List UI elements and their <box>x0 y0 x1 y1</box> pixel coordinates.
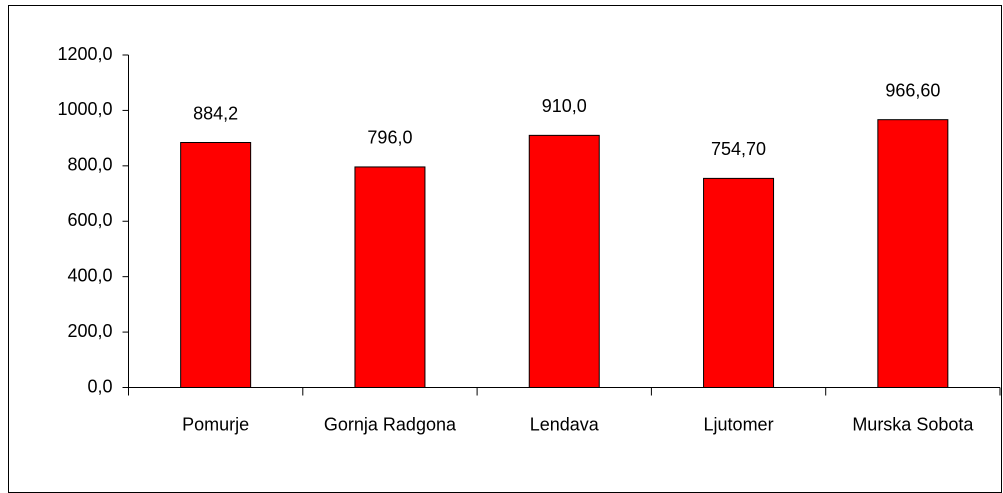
data-label: 910,0 <box>542 96 587 116</box>
bar <box>354 166 426 388</box>
x-tick-label: Gornja Radgona <box>324 414 457 434</box>
x-tick-label: Ljutomer <box>704 414 774 434</box>
x-tick-label: Pomurje <box>182 414 249 434</box>
data-label: 796,0 <box>367 128 412 148</box>
x-tick-label: Murska Sobota <box>852 414 974 434</box>
bar <box>877 119 949 388</box>
y-tick-label: 400,0 <box>67 265 112 285</box>
y-tick-label: 0,0 <box>87 376 112 396</box>
y-tick-label: 800,0 <box>67 155 112 175</box>
bar <box>180 142 252 388</box>
chart-border <box>8 5 1002 493</box>
y-tick-label: 1200,0 <box>57 44 112 64</box>
data-label: 966,60 <box>885 80 940 100</box>
y-tick-label: 600,0 <box>67 210 112 230</box>
data-label: 884,2 <box>193 103 238 123</box>
bar <box>528 134 600 388</box>
bar <box>703 177 775 388</box>
y-tick-label: 200,0 <box>67 321 112 341</box>
y-tick-label: 1000,0 <box>57 99 112 119</box>
x-tick-label: Lendava <box>530 414 600 434</box>
data-label: 754,70 <box>711 139 766 159</box>
